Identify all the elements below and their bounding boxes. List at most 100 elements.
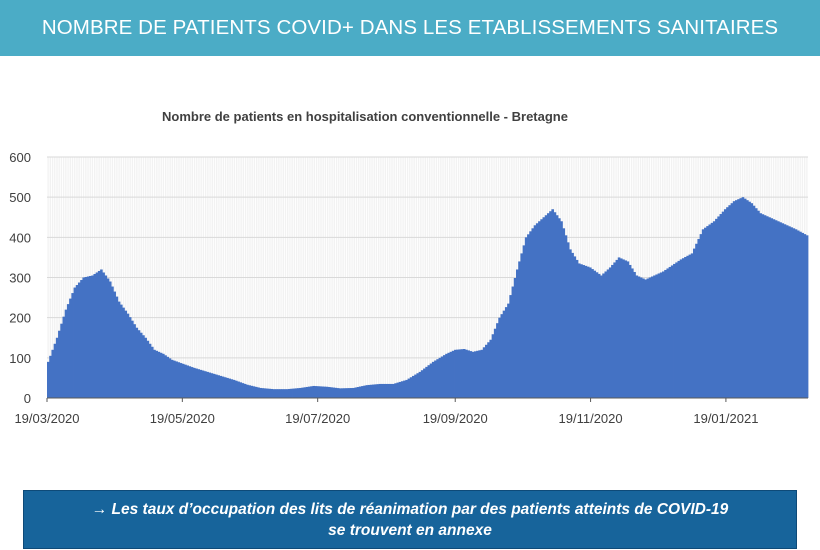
daily-bar [575,259,579,398]
daily-bar [639,277,643,398]
daily-bar [343,388,347,398]
daily-bar [794,229,798,398]
daily-bar [642,278,645,398]
daily-bar [653,275,656,398]
annex-note-line-1: → Les taux d’occupation des lits de réan… [91,500,729,518]
daily-bar [93,273,97,398]
daily-bar [111,286,114,398]
daily-bar [750,203,754,398]
daily-bar [148,343,152,398]
daily-bar [735,200,738,398]
daily-bar [732,201,736,398]
daily-bar [524,237,528,398]
daily-bar [624,260,627,398]
page-title: NOMBRE DE PATIENTS COVID+ DANS LES ETABL… [41,16,779,39]
daily-bar [608,267,612,398]
daily-bar [538,221,541,398]
daily-bar [378,383,382,398]
daily-bar [498,317,501,398]
daily-bar [757,210,760,398]
daily-bar [533,225,537,398]
daily-bar [372,384,375,398]
daily-bar [805,235,809,398]
daily-bar [376,384,380,398]
daily-bar [622,259,625,398]
daily-bar [471,351,475,398]
daily-bar [509,295,512,398]
daily-bar [692,248,696,398]
daily-bar [277,389,280,398]
daily-bar [47,361,50,398]
daily-bar [420,370,424,398]
daily-bar [476,350,479,398]
daily-bar [106,278,110,398]
daily-bar [467,350,470,398]
daily-bar [115,296,119,398]
daily-bar [389,383,393,398]
daily-bar [120,304,123,398]
daily-bar [518,261,521,398]
daily-bar [487,342,490,398]
daily-bar [261,388,265,398]
daily-bar [113,291,116,398]
daily-bar [566,242,570,398]
daily-bar [199,369,203,398]
daily-bar [316,386,320,398]
daily-bar [785,225,789,398]
daily-bar [100,269,103,398]
daily-bar [219,375,223,398]
daily-bar [600,275,603,398]
daily-bar [737,199,740,398]
daily-bar [496,323,499,398]
daily-bar [723,209,727,398]
daily-bar [799,231,802,398]
page-title-banner: NOMBRE DE PATIENTS COVID+ DANS LES ETABL… [0,0,820,56]
daily-bar [765,216,769,398]
daily-bar [259,387,262,398]
daily-bar [190,367,194,398]
daily-bar [504,307,508,398]
daily-bar [531,228,535,398]
chart-title: Nombre de patients en hospitalisation co… [162,109,568,124]
daily-bar [66,304,70,398]
daily-bar [699,234,703,398]
daily-bar [197,369,201,398]
daily-bar [128,317,132,398]
daily-bar [409,377,413,398]
daily-bar [146,340,150,398]
daily-bar [540,219,543,398]
daily-bar [788,226,791,398]
daily-bar [544,215,548,398]
daily-bar [274,389,278,398]
daily-bar [374,384,378,398]
daily-bar [58,330,61,398]
daily-bar [283,389,287,398]
daily-bar [752,205,756,398]
annex-note-box: → Les taux d’occupation des lits de réan… [23,490,797,549]
daily-bar [686,255,689,398]
daily-bar [164,355,167,398]
daily-bar [62,316,66,398]
daily-bar [230,379,234,398]
daily-bar [726,207,729,398]
daily-bar [555,215,559,398]
daily-bar [412,375,415,398]
daily-bar [407,378,411,398]
daily-bar [637,276,641,398]
daily-bar [491,334,495,398]
daily-bar [659,272,663,398]
daily-bar [754,208,758,398]
daily-bar [529,231,532,398]
daily-bar [102,272,105,398]
daily-bar [708,224,712,398]
daily-bar [108,281,112,398]
daily-bar [710,222,714,398]
daily-bar [511,286,515,398]
daily-bar [414,374,417,398]
daily-bar [232,379,236,398]
chart-axes: 0 100 200 300 400 500 600 19/03/2020 19/05/2020 1… [9,150,808,426]
daily-bar [619,258,623,398]
daily-bar [296,388,300,398]
daily-bar [347,388,351,398]
daily-bar [352,387,355,398]
